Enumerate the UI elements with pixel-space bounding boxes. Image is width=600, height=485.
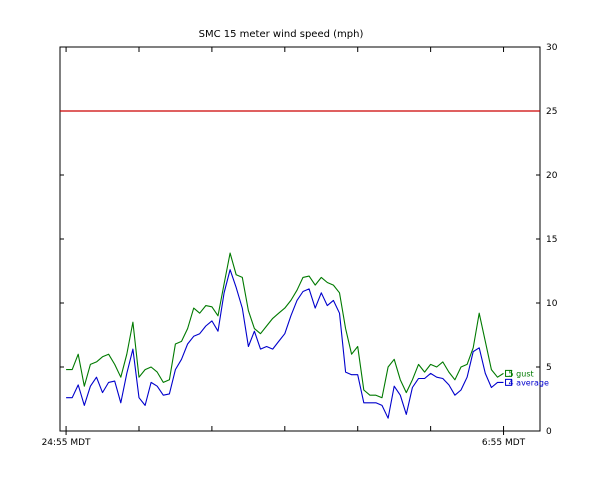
y-tick-label: 15 <box>546 235 557 245</box>
y-tick-label: 20 <box>546 171 558 181</box>
y-tick-label: 25 <box>546 107 557 117</box>
legend-marker-average <box>505 378 513 386</box>
legend-label-average: 4 average <box>509 378 549 387</box>
legend-marker-gust <box>505 369 513 377</box>
y-axis: 0 5 10 15 20 25 30 <box>60 43 558 437</box>
series-line-gust <box>66 252 504 399</box>
chart-title: SMC 15 meter wind speed (mph) <box>199 29 364 40</box>
series-line-average <box>66 269 504 419</box>
series-group <box>66 252 504 419</box>
x-tick-label: 24:55 MDT <box>42 438 91 448</box>
y-tick-label: 10 <box>546 299 558 309</box>
y-tick-label: 0 <box>546 427 552 437</box>
y-tick-label: 30 <box>546 43 558 53</box>
legend-label-gust: 5 gust <box>509 369 534 378</box>
y-tick-label: 5 <box>546 363 552 373</box>
x-axis: 24:55 MDT 6:55 MDT <box>42 47 526 448</box>
x-tick-label: 6:55 MDT <box>482 438 526 448</box>
